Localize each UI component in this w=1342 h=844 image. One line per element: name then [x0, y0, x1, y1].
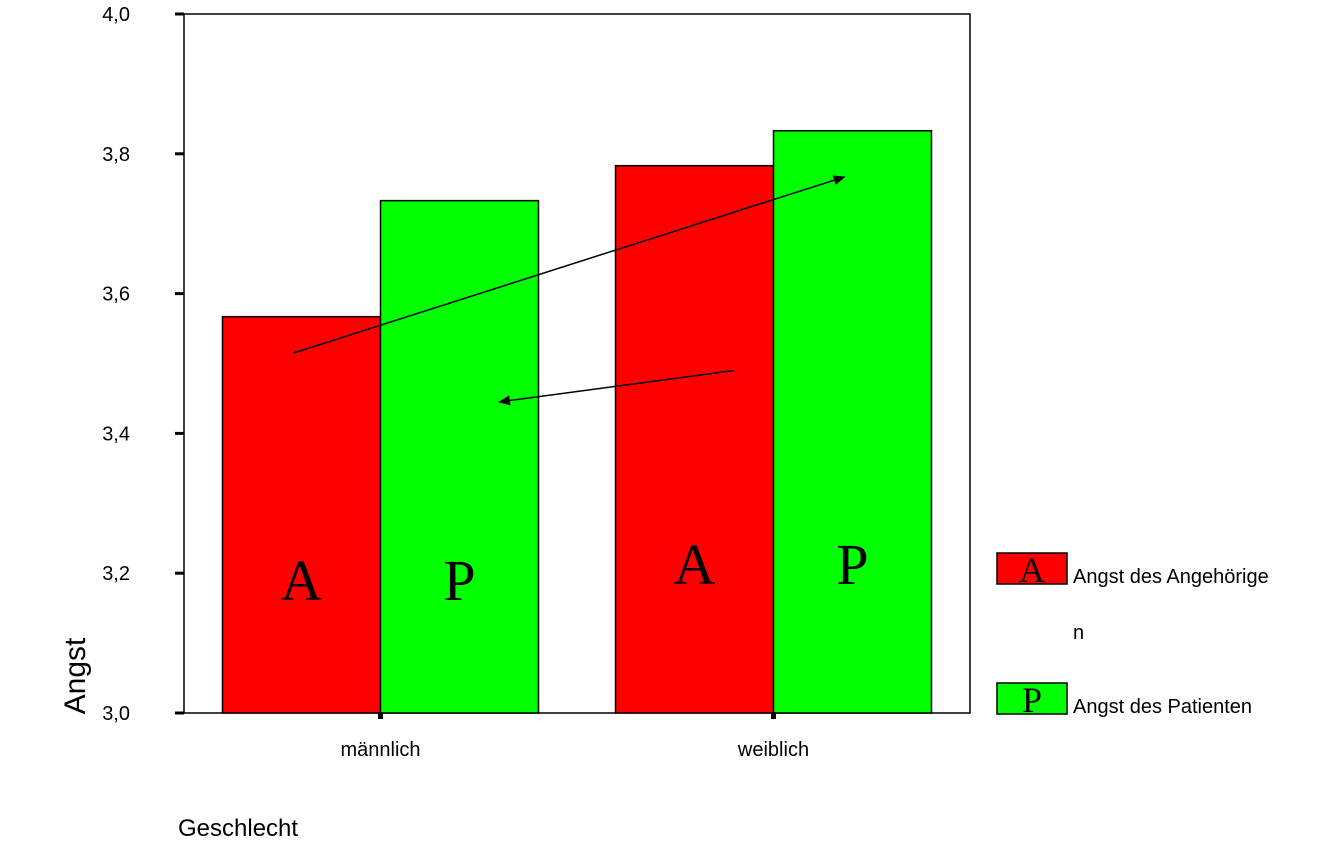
x-tick	[378, 712, 383, 719]
legend-swatch-0	[996, 552, 1068, 585]
legend-marker: A	[1019, 550, 1045, 590]
y-tick-label: 3,2	[102, 563, 130, 585]
bar-marker-label: A	[281, 548, 323, 613]
bar-0-0	[221, 315, 382, 714]
x-axis-title: Geschlecht	[178, 815, 298, 842]
legend-marker: P	[1022, 680, 1042, 720]
y-tick-label: 3,0	[102, 703, 130, 725]
plot-frame	[183, 13, 971, 714]
legend-label: n	[1073, 622, 1084, 644]
y-tick-label: 4,0	[102, 4, 130, 26]
x-tick-label: männlich	[340, 739, 420, 761]
bar-marker-label: A	[674, 532, 716, 597]
annotation-arrow-0	[293, 175, 846, 354]
legend-label: Angst des Angehörige	[1073, 566, 1269, 588]
y-axis-title: Angst	[59, 637, 92, 714]
bar-1-0	[614, 164, 775, 714]
y-tick-label: 3,4	[102, 423, 130, 445]
x-tick	[771, 712, 776, 719]
legend: A Angst des Angehörige n P Angst des Patient…	[996, 550, 1269, 720]
x-axis: männlich weiblich	[340, 712, 809, 761]
y-tick-label: 3,6	[102, 284, 130, 306]
annotation-arrow-1	[498, 369, 735, 406]
y-tick-label: 3,8	[102, 144, 130, 166]
bar-marker-label: P	[443, 548, 475, 613]
legend-swatch-1	[996, 682, 1068, 715]
bar-marker-label: P	[836, 532, 868, 597]
bar-0-1	[379, 199, 540, 714]
y-axis: 3,0 3,2 3,4 3,6 3,8 4,0	[102, 4, 184, 725]
x-tick-label: weiblich	[737, 739, 809, 761]
legend-label: Angst des Patienten	[1073, 696, 1252, 718]
bar-1-1	[772, 129, 933, 714]
